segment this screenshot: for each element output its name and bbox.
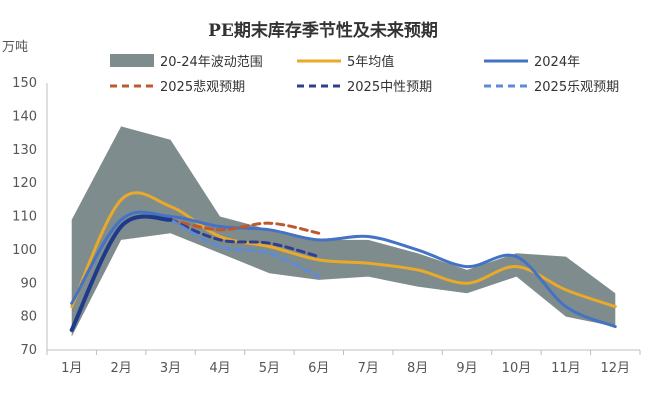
y-axis-label: 万吨: [2, 40, 28, 55]
y-tick-label: 100: [12, 243, 37, 258]
legend-label: 2025中性预期: [347, 80, 432, 95]
legend-label: 20-24年波动范围: [160, 55, 263, 70]
x-tick-label: 3月: [160, 361, 181, 376]
series-line-2: [169, 218, 321, 235]
y-tick-label: 80: [20, 310, 37, 325]
series-line-5: [69, 214, 173, 332]
series-line-4: [169, 218, 321, 279]
legend-label: 2024年: [534, 55, 580, 70]
x-tick-label: 7月: [358, 361, 379, 376]
legend-swatch: [110, 54, 154, 67]
x-tick-label: 12月: [601, 361, 631, 376]
y-tick-label: 90: [20, 276, 37, 291]
chart-title: PE期末库存季节性及未来预期: [208, 20, 438, 41]
x-tick-label: 11月: [551, 361, 581, 376]
x-tick-label: 9月: [456, 361, 477, 376]
series-line-0: [70, 191, 617, 309]
x-tick-label: 4月: [209, 361, 230, 376]
legend-label: 2025悲观预期: [160, 79, 245, 95]
y-tick-label: 120: [12, 176, 37, 191]
axis-layer: 70 80 90 100 110 120 130 140 150 1月 2月 3月 4月 5月 6月 7月 8月…: [12, 76, 641, 376]
x-tick-label: 5月: [259, 361, 280, 376]
x-tick-label: 2月: [110, 361, 131, 376]
legend-label: 5年均值: [347, 54, 394, 70]
x-tick-label: 6月: [308, 361, 329, 376]
x-tick-label: 8月: [407, 361, 428, 376]
legend: 20-24年波动范围 5年均值 2024年 2025悲观预期 2025中性预期 2025乐…: [110, 54, 619, 95]
series-line-1: [70, 210, 617, 329]
y-tick-label: 70: [20, 343, 37, 358]
band-range-area: [71, 126, 616, 337]
series-line-3: [169, 218, 321, 259]
legend-label: 2025乐观预期: [534, 80, 619, 95]
y-tick-label: 110: [12, 210, 37, 225]
y-tick-label: 150: [12, 76, 37, 91]
y-tick-label: 130: [12, 143, 37, 158]
x-tick-label: 1月: [61, 361, 82, 376]
plot-layer: [69, 126, 617, 337]
x-tick-label: 10月: [502, 361, 532, 376]
y-tick-label: 140: [12, 109, 37, 124]
